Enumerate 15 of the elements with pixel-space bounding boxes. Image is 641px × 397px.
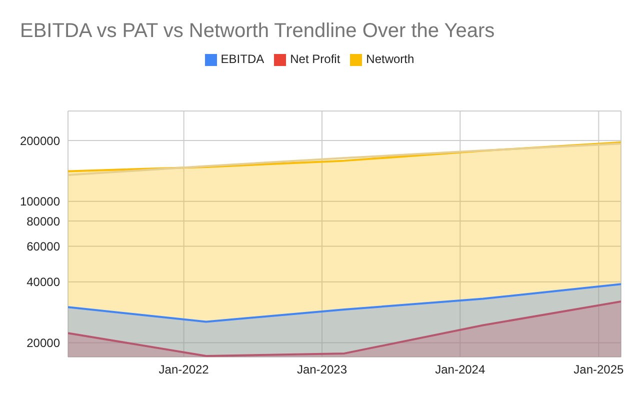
legend-label: Net Profit	[290, 52, 340, 66]
x-tick-label: Jan-2024	[435, 362, 486, 377]
y-tick-label: 60000	[26, 240, 60, 254]
y-tick-label: 20000	[26, 336, 60, 350]
x-tick-label: Jan-2025	[574, 362, 624, 377]
x-tick-label: Jan-2022	[158, 362, 210, 377]
y-tick-label: 80000	[26, 214, 60, 228]
y-tick-label: 100000	[20, 194, 60, 209]
x-tick-label: Jan-2023	[296, 362, 348, 377]
legend-label: Networth	[366, 52, 414, 66]
chart-title: EBITDA vs PAT vs Networth Trendline Over the Years	[20, 20, 495, 43]
line-series	[68, 142, 621, 176]
y-tick-label: 200000	[20, 134, 60, 148]
y-tick-label: 40000	[26, 275, 60, 290]
legend-label: EBITDA	[220, 52, 264, 66]
